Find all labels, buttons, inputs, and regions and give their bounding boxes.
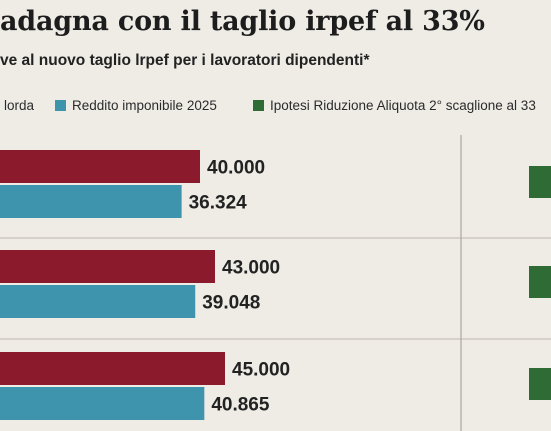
legend-item-reddito: Reddito imponibile 2025 <box>55 98 217 113</box>
bar-value-label: 43.000 <box>222 258 280 279</box>
legend-label-reddito: Reddito imponibile 2025 <box>72 98 217 113</box>
legend: lorda Reddito imponibile 2025 Ipotesi Ri… <box>0 98 551 120</box>
bar-value-label: 45.000 <box>232 360 290 381</box>
bar-value-label: 36.324 <box>189 193 248 214</box>
bar-ipotesi-2 <box>529 266 551 298</box>
legend-swatch-reddito <box>55 100 66 111</box>
legend-item-ipotesi: Ipotesi Riduzione Aliquota 2° scaglione … <box>253 98 536 113</box>
bar-value-label: 40.000 <box>207 158 265 179</box>
chart-subtitle: ve al nuovo taglio lrpef per i lavorator… <box>0 52 370 69</box>
bar-value-label: 39.048 <box>202 293 260 314</box>
legend-label-lorda: lorda <box>4 98 35 113</box>
bar-ipotesi-1 <box>529 166 551 198</box>
bar-reddito-3 <box>0 387 205 420</box>
bar-value-label: 40.865 <box>211 395 270 416</box>
bar-lorda-3 <box>0 352 225 385</box>
bar-lorda-1 <box>0 150 200 183</box>
legend-swatch-ipotesi <box>253 100 264 111</box>
bar-lorda-2 <box>0 250 215 283</box>
legend-label-ipotesi: Ipotesi Riduzione Aliquota 2° scaglione … <box>270 98 536 113</box>
bar-reddito-1 <box>0 185 182 218</box>
bar-reddito-2 <box>0 285 196 318</box>
chart-title: adagna con il taglio irpef al 33% <box>0 6 485 37</box>
legend-item-lorda: lorda <box>0 98 34 113</box>
bar-ipotesi-3 <box>529 368 551 400</box>
